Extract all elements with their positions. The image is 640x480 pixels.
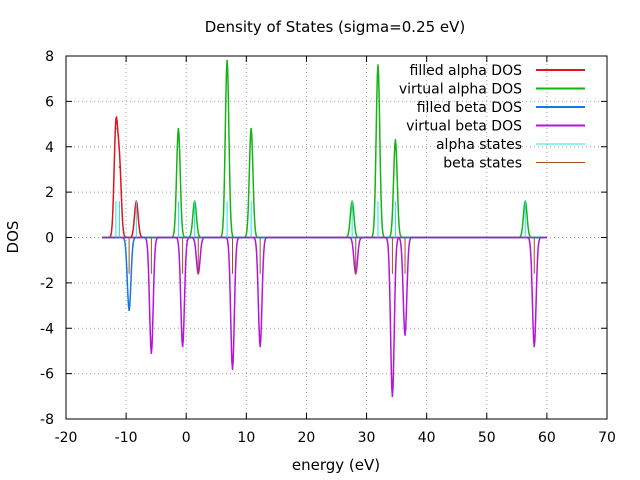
- x-tick-label: 40: [418, 430, 436, 446]
- x-tick-label: 70: [598, 430, 616, 446]
- virtual-beta-dos-peak: [259, 345, 261, 348]
- virtual-beta-dos-peak: [150, 352, 153, 355]
- x-tick-label: -10: [115, 430, 138, 446]
- filled-alpha-dos-peak: [115, 127, 117, 130]
- x-tick-label: 30: [358, 430, 376, 446]
- x-tick-label: 0: [182, 430, 191, 446]
- virtual-beta-dos-peak: [391, 395, 394, 398]
- legend: filled alpha DOS virtual alpha DOS filled …: [399, 63, 585, 172]
- virtual-alpha-dos-peak: [394, 139, 397, 141]
- series-area: [101, 59, 548, 398]
- x-tick-label: 60: [538, 430, 556, 446]
- filled-beta-dos-line: [101, 236, 548, 311]
- x-tick-label: -20: [55, 430, 78, 446]
- y-tick-label: -2: [40, 276, 54, 292]
- virtual-beta-dos-peak: [533, 345, 536, 348]
- y-tick-label: -6: [40, 367, 54, 383]
- y-tick-label: -8: [40, 412, 54, 428]
- legend-label-filled-beta-dos: filled beta DOS: [417, 100, 522, 116]
- filled-alpha-dos-peak: [118, 166, 121, 168]
- virtual-beta-dos-peak: [404, 334, 406, 336]
- y-tick-label: 0: [45, 231, 54, 247]
- legend-label-filled-alpha-dos: filled alpha DOS: [410, 63, 523, 79]
- y-tick-label: -4: [40, 321, 54, 337]
- x-tick-label: 10: [237, 430, 255, 446]
- grid: [66, 56, 607, 419]
- y-tick-label: 6: [45, 94, 54, 110]
- virtual-alpha-dos-peak: [177, 127, 180, 130]
- virtual-beta-dos-line: [101, 236, 548, 398]
- x-axis-label: energy (eV): [292, 456, 380, 474]
- filled-beta-dos-peak: [128, 309, 130, 311]
- y-tick-label: 2: [45, 185, 54, 201]
- virtual-alpha-dos-peak: [250, 127, 252, 130]
- x-tick-label: 50: [478, 430, 496, 446]
- y-tick-label: 4: [45, 140, 54, 156]
- virtual-beta-dos-peak: [181, 345, 184, 348]
- x-tick-label: 20: [298, 430, 316, 446]
- filled-alpha-dos-line: [101, 116, 548, 239]
- legend-label-alpha-states: alpha states: [436, 137, 522, 153]
- legend-label-virtual-alpha-dos: virtual alpha DOS: [399, 82, 522, 98]
- legend-label-beta-states: beta states: [443, 156, 522, 172]
- y-tick-label: 8: [45, 49, 54, 65]
- virtual-alpha-dos-peak: [377, 64, 379, 66]
- virtual-alpha-dos-peak: [226, 59, 228, 62]
- virtual-beta-dos-peak: [231, 368, 234, 370]
- y-axis-label: DOS: [4, 221, 22, 254]
- chart-title: Density of States (sigma=0.25 eV): [205, 18, 466, 36]
- legend-label-virtual-beta-dos: virtual beta DOS: [406, 119, 522, 135]
